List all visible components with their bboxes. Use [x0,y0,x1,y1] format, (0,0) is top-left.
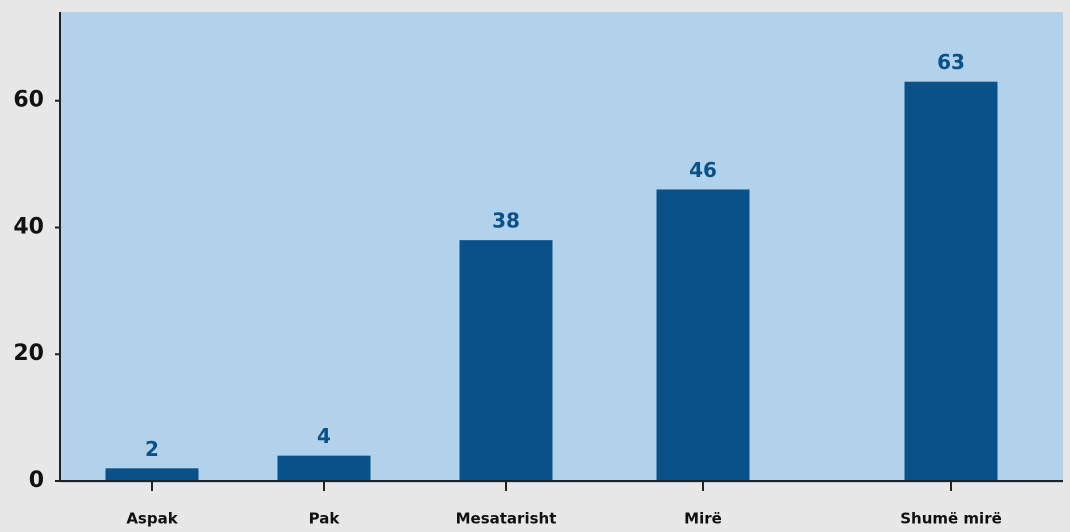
x-tick-label: Mesatarisht [456,510,557,528]
bar [105,468,199,481]
x-tick-label: Pak [309,510,341,528]
value-label: 2 [145,437,159,461]
x-tick-label: Aspak [126,510,178,528]
y-tick-label: 40 [13,214,44,239]
value-label: 63 [937,50,965,74]
bar [277,455,371,481]
y-tick-label: 0 [29,468,44,493]
x-tick-label: Mirë [684,510,722,528]
value-label: 4 [317,424,331,448]
y-tick-label: 20 [13,341,44,366]
bar [459,240,553,481]
value-label: 38 [492,209,520,233]
bar [904,81,998,481]
value-label: 46 [689,158,717,182]
plot-area [60,12,1063,483]
y-tick-label: 60 [13,88,44,113]
bar [656,189,750,481]
x-tick-label: Shumë mirë [900,510,1002,528]
